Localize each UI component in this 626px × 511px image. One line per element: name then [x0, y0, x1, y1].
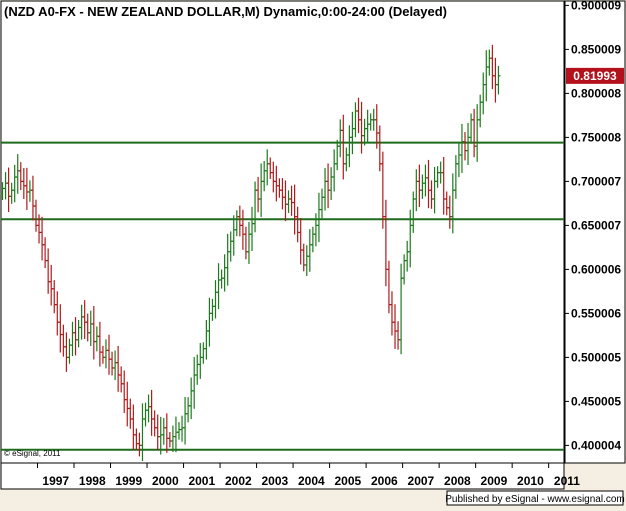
y-tick-label: 0.750008	[571, 130, 621, 144]
y-tick-label: 0.600006	[571, 262, 621, 276]
x-tick-label: 2010	[517, 474, 544, 488]
x-tick-label: 1997	[42, 474, 69, 488]
x-tick-label: 1999	[115, 474, 142, 488]
x-tick-label: 2000	[152, 474, 179, 488]
y-tick-label: 0.550006	[571, 306, 621, 320]
x-tick-label: 2011	[554, 474, 580, 488]
x-tick-label: 2001	[188, 474, 215, 488]
x-tick-label: 2006	[371, 474, 398, 488]
y-tick-label: 0.700007	[571, 174, 621, 188]
copyright-label: © eSignal, 2011	[4, 449, 61, 458]
y-tick-label: 0.900009	[571, 0, 621, 12]
last-price-marker	[566, 67, 624, 84]
x-tick-label: 2005	[335, 474, 362, 488]
time-axis-panel	[0, 462, 565, 490]
footer-box	[446, 490, 624, 506]
last-price-label: 0.81993	[573, 69, 617, 83]
x-tick-label: 2009	[481, 474, 508, 488]
y-tick-label: 0.850009	[571, 42, 621, 56]
x-tick-label: 2003	[261, 474, 288, 488]
price-bars-group	[0, 44, 501, 462]
y-tick-label: 0.800008	[571, 86, 621, 100]
chart-title: (NZD A0-FX - NEW ZEALAND DOLLAR,M) Dynam…	[4, 4, 447, 19]
horizontal-lines-group	[1, 141, 564, 451]
ohlc-bar	[496, 65, 501, 95]
x-tick-label: 1998	[79, 474, 106, 488]
x-tick-label: 2007	[408, 474, 435, 488]
footer-label: Published by eSignal - www.esignal.com	[445, 494, 625, 505]
y-tick-label: 0.650007	[571, 218, 621, 232]
x-tick-label: 2002	[225, 474, 252, 488]
price-axis-ticks: 0.900009 0.850009 0.800008 0.750008 0.700007…	[565, 0, 621, 452]
x-tick-label: 2008	[444, 474, 471, 488]
y-tick-label: 0.400004	[571, 438, 621, 452]
x-tick-label: 2004	[298, 474, 325, 488]
time-axis-ticks: 1997 1998 1999 2000 2001 2002 2003 2004 2005 2006…	[37, 463, 580, 488]
y-tick-label: 0.450005	[571, 394, 621, 408]
plot-area	[0, 0, 565, 464]
y-tick-label: 0.500005	[571, 350, 621, 364]
